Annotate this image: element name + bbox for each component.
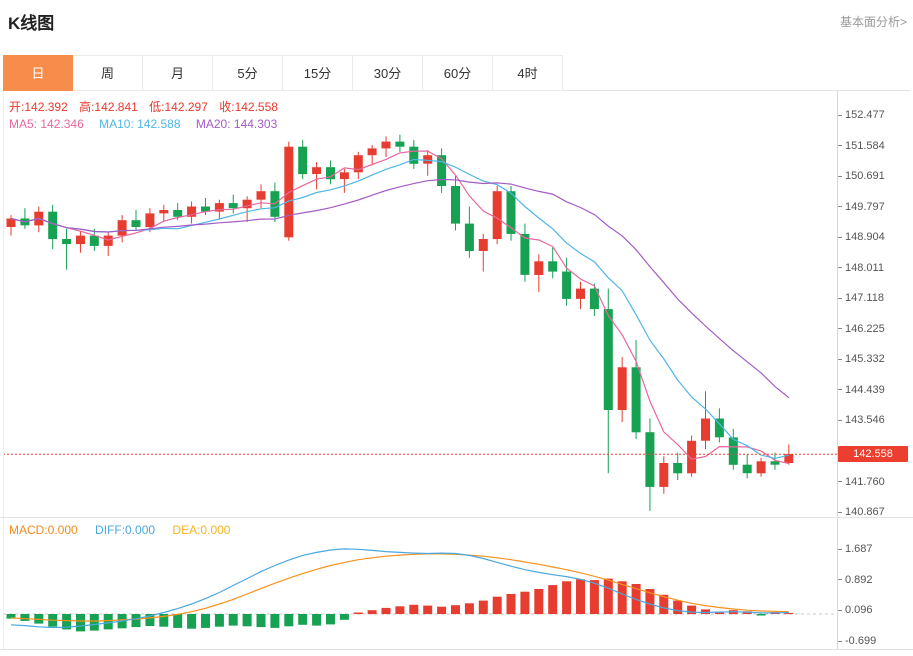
panel-divider [0, 517, 913, 518]
main-chart[interactable]: 开:142.392 高:142.841 低:142.297 收:142.558 … [3, 91, 837, 517]
tab-60min[interactable]: 60分 [423, 55, 493, 91]
ma20-readout: MA20: 144.303 [195, 117, 278, 131]
price-axis: 152.477 151.584 150.691 149.797 148.904 148.0… [838, 91, 913, 518]
ma10-readout: MA10: 142.588 [99, 117, 181, 131]
price-axis-label: 144.439 [838, 384, 885, 396]
price-axis-label: 152.477 [838, 109, 885, 121]
fundamental-analysis-link[interactable]: 基本面分析> [839, 15, 907, 29]
tab-month[interactable]: 月 [143, 55, 213, 91]
ma-readout: MA5: 142.346 MA10: 142.588 MA20: 144.303 [9, 117, 289, 131]
axis-divider [837, 91, 838, 649]
tab-4hour[interactable]: 4时 [493, 55, 563, 91]
macd-axis: 1.687 0.892 0.096 -0.699 [838, 517, 913, 649]
ma5-readout: MA5: 142.346 [9, 117, 84, 131]
macd-axis-label: 1.687 [838, 543, 873, 555]
period-tabbar: 日 周 月 5分 15分 30分 60分 4时 [3, 55, 910, 91]
macd-value: MACD:0.000 [9, 523, 78, 537]
macd-chart[interactable]: MACD:0.000 DIFF:0.000 DEA:0.000 [3, 517, 837, 649]
price-axis-label: 143.546 [838, 414, 885, 426]
left-border [3, 91, 4, 649]
bottom-border [0, 649, 913, 650]
tab-day[interactable]: 日 [3, 55, 73, 91]
macd-axis-label: 0.096 [838, 604, 873, 616]
price-axis-label: 146.225 [838, 323, 885, 335]
low-readout: 低:142.297 [149, 100, 208, 114]
price-axis-label: 140.867 [838, 506, 885, 518]
tab-15min[interactable]: 15分 [283, 55, 353, 91]
macd-readout: MACD:0.000 DIFF:0.000 DEA:0.000 [9, 523, 244, 537]
price-axis-label: 148.904 [838, 231, 885, 243]
tab-week[interactable]: 周 [73, 55, 143, 91]
price-axis-label: 147.118 [838, 292, 884, 304]
price-axis-label: 141.760 [838, 476, 885, 488]
ohlc-readout: 开:142.392 高:142.841 低:142.297 收:142.558 [9, 98, 286, 115]
high-readout: 高:142.841 [79, 100, 138, 114]
candlestick-plot[interactable] [3, 91, 837, 517]
current-price-badge: 142.558 [838, 446, 908, 463]
tab-30min[interactable]: 30分 [353, 55, 423, 91]
macd-plot[interactable] [3, 517, 837, 649]
price-axis-label: 150.691 [838, 170, 885, 182]
price-axis-label: 145.332 [838, 353, 885, 365]
tab-5min[interactable]: 5分 [213, 55, 283, 91]
price-axis-label: 149.797 [838, 201, 885, 213]
diff-value: DIFF:0.000 [95, 523, 156, 537]
macd-axis-label: 0.892 [838, 574, 873, 586]
dea-value: DEA:0.000 [172, 523, 231, 537]
close-readout: 收:142.558 [219, 100, 278, 114]
price-axis-label: 148.011 [838, 262, 884, 274]
macd-axis-label: -0.699 [838, 635, 876, 647]
open-readout: 开:142.392 [9, 100, 68, 114]
page-title: K线图 [8, 14, 55, 33]
price-axis-label: 151.584 [838, 140, 885, 152]
